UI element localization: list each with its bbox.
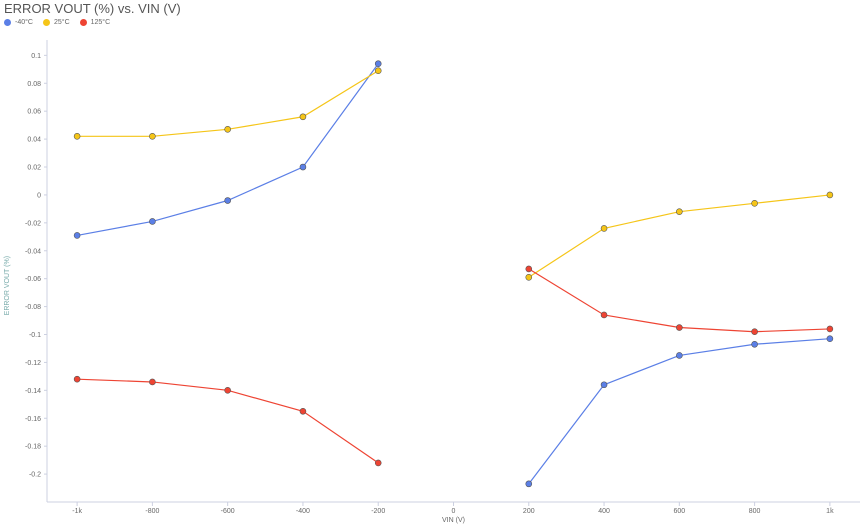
chart-title: ERROR VOUT (%) vs. VIN (V) xyxy=(4,1,181,16)
data-point xyxy=(299,163,307,171)
y-tick-label: 0 xyxy=(37,192,41,199)
x-tick-label: 800 xyxy=(749,508,761,515)
data-point xyxy=(224,197,231,204)
legend-marker xyxy=(42,19,50,26)
y-tick-label: -0.14 xyxy=(25,388,41,395)
data-point xyxy=(826,191,834,199)
data-point xyxy=(676,352,683,359)
data-point xyxy=(73,133,81,140)
legend-item[interactable]: -40°C xyxy=(4,19,33,26)
x-axis-label: VIN (V) xyxy=(442,517,465,524)
series-line xyxy=(77,63,379,236)
data-point xyxy=(826,335,834,342)
data-point xyxy=(600,381,608,389)
x-tick-label: 0 xyxy=(452,508,456,515)
data-point xyxy=(525,273,533,281)
y-tick-label: 0.02 xyxy=(27,165,41,172)
x-tick-label: -600 xyxy=(221,508,235,515)
data-point xyxy=(751,328,758,336)
y-tick-label: -0.08 xyxy=(25,304,41,311)
data-point xyxy=(525,480,533,488)
legend-item[interactable]: 25°C xyxy=(42,19,70,26)
x-tick-label: -200 xyxy=(371,508,385,515)
y-tick-label: -0.1 xyxy=(29,332,41,339)
data-point xyxy=(149,378,156,386)
series-line xyxy=(528,194,830,278)
y-tick-label: 0.1 xyxy=(31,53,41,60)
y-tick-label: -0.2 xyxy=(29,472,41,479)
legend-marker xyxy=(4,19,11,26)
data-point xyxy=(826,325,834,333)
data-point xyxy=(149,218,156,225)
y-tick-label: -0.02 xyxy=(25,220,41,227)
data-point xyxy=(299,407,307,415)
data-point xyxy=(149,133,156,140)
y-tick-label: 0.06 xyxy=(27,109,41,116)
legend-label: 25°C xyxy=(53,19,70,26)
data-point xyxy=(374,459,382,467)
y-tick-label: -0.16 xyxy=(25,416,41,423)
legend-label: -40°C xyxy=(15,19,33,26)
y-tick-label: -0.04 xyxy=(25,248,41,255)
x-tick-label: -800 xyxy=(145,508,159,515)
data-point xyxy=(600,311,608,319)
series-line xyxy=(528,268,830,333)
data-point xyxy=(676,208,683,215)
data-point xyxy=(676,324,683,331)
x-tick-label: 200 xyxy=(523,508,535,515)
data-point xyxy=(374,60,382,68)
x-tick-label: -400 xyxy=(296,508,310,515)
data-point xyxy=(525,265,533,273)
x-tick-label: 1k xyxy=(826,508,834,515)
y-tick-label: 0.04 xyxy=(27,137,41,144)
x-tick-label: 600 xyxy=(673,508,685,515)
data-point xyxy=(73,232,81,239)
data-point xyxy=(751,200,758,207)
data-point xyxy=(374,67,382,75)
x-tick-label: -1k xyxy=(72,508,82,515)
legend-marker xyxy=(79,19,87,26)
y-axis-label: ERROR VOUT (%) xyxy=(4,256,11,315)
y-tick-label: -0.12 xyxy=(25,360,41,367)
legend-item[interactable]: 125°C xyxy=(79,19,111,26)
data-point xyxy=(751,340,758,348)
data-point xyxy=(224,126,231,133)
data-point xyxy=(299,113,307,121)
series-line xyxy=(528,338,830,485)
y-tick-label: 0.08 xyxy=(27,81,41,88)
legend: -40°C 25°C 125°C xyxy=(4,19,110,26)
x-tick-label: 400 xyxy=(598,508,610,515)
data-point xyxy=(73,375,81,383)
y-tick-label: -0.18 xyxy=(25,444,41,451)
legend-label: 125°C xyxy=(90,19,111,26)
data-point xyxy=(224,387,231,394)
y-tick-label: -0.06 xyxy=(25,276,41,283)
data-point xyxy=(600,225,608,232)
